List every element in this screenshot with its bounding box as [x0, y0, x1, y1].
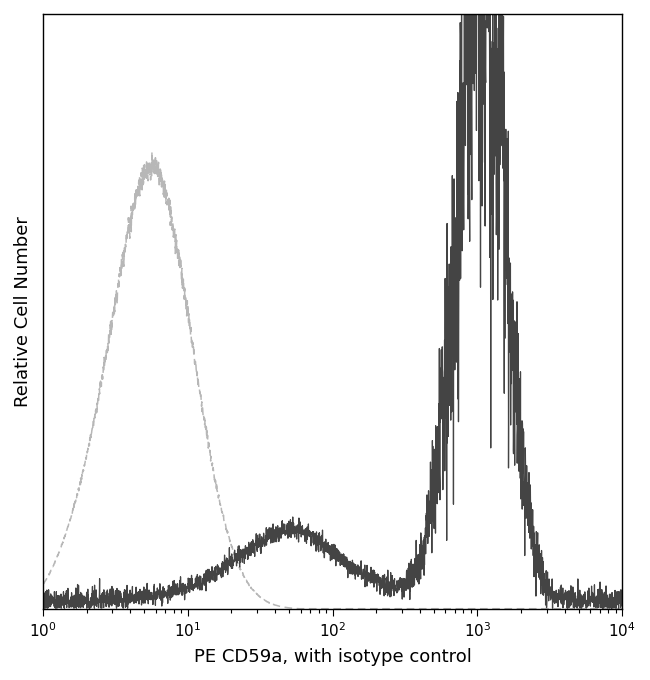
Y-axis label: Relative Cell Number: Relative Cell Number	[14, 216, 32, 407]
X-axis label: PE CD59a, with isotype control: PE CD59a, with isotype control	[194, 648, 472, 666]
